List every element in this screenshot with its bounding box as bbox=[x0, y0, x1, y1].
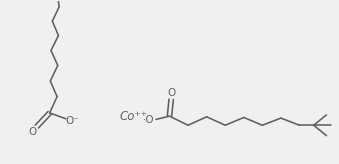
Text: ·O: ·O bbox=[143, 115, 154, 125]
Text: O⁻: O⁻ bbox=[66, 116, 79, 126]
Text: Co⁺⁺: Co⁺⁺ bbox=[119, 110, 147, 123]
Text: O: O bbox=[167, 88, 176, 98]
Text: O: O bbox=[28, 127, 37, 137]
